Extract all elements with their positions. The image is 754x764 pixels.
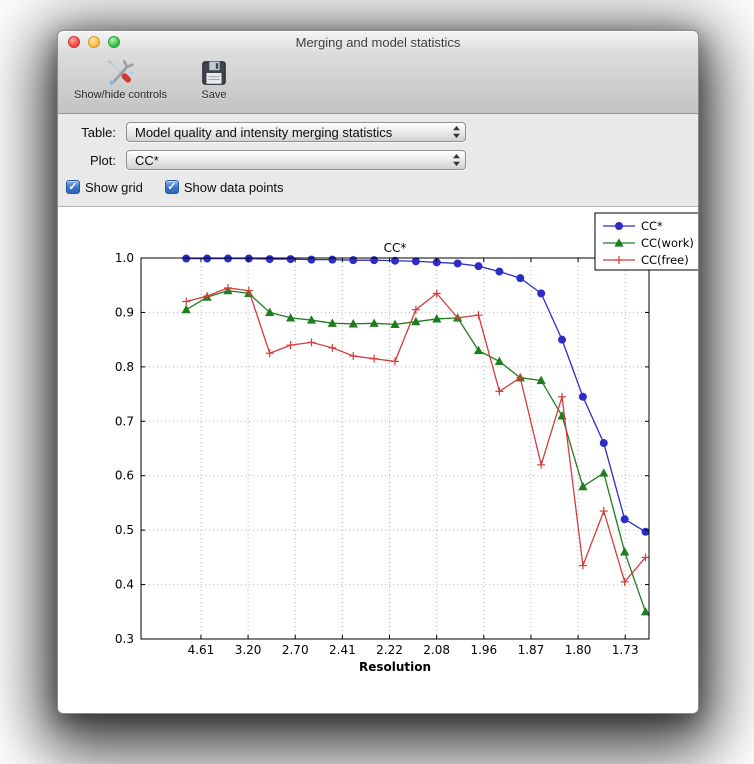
zoom-button[interactable] [108,36,120,48]
plot-select-value: CC* [135,152,159,168]
svg-text:0.3: 0.3 [115,632,134,646]
table-select[interactable]: Model quality and intensity merging stat… [126,122,466,142]
show-data-points-checkbox[interactable]: ✓ Show data points [164,179,284,195]
plot-row: Plot: CC* [58,150,698,170]
toolbar-item-label: Save [201,89,227,101]
controls-panel: Table: Model quality and intensity mergi… [58,114,698,207]
popup-arrows-icon [453,154,460,166]
svg-text:0.5: 0.5 [115,523,134,537]
plot-area: 4.61 3.20 2.70 2.41 2.22 2.08 1.96 1.87 1.80 1.73… [58,207,698,713]
svg-text:0.6: 0.6 [115,469,134,483]
show-hide-controls-button[interactable]: Show/hide controls [66,56,175,103]
toolbar: Show/hide controls Save [58,53,698,114]
table-label: Table: [81,124,116,140]
traffic-lights [68,36,120,48]
popup-arrows-icon [453,126,460,138]
svg-text:4.61: 4.61 [188,643,215,657]
save-icon [202,61,226,85]
plot-label: Plot: [89,152,116,168]
svg-text:0.9: 0.9 [115,305,134,319]
svg-text:0.4: 0.4 [115,578,134,592]
svg-text:2.70: 2.70 [282,643,309,657]
toolbar-item-label: Show/hide controls [74,89,167,101]
svg-text:1.87: 1.87 [518,643,545,657]
svg-text:CC*: CC* [641,219,663,233]
svg-text:CC(free): CC(free) [641,253,689,267]
svg-text:2.08: 2.08 [423,643,450,657]
show-grid-label: Show grid [85,179,143,195]
svg-text:CC*: CC* [384,241,407,255]
svg-text:0.8: 0.8 [115,360,134,374]
tools-icon [108,59,135,86]
svg-text:1.80: 1.80 [565,643,592,657]
svg-text:CC(work): CC(work) [641,236,694,250]
checkbox-row: ✓ Show grid ✓ Show data points [58,178,698,196]
svg-text:Resolution: Resolution [359,660,431,674]
checkbox-check-icon: ✓ [164,180,179,194]
app-window: Merging and model statistics Show/hide c… [57,30,699,714]
window-title: Merging and model statistics [295,34,461,50]
show-grid-checkbox[interactable]: ✓ Show grid [66,180,143,195]
svg-text:1.0: 1.0 [115,251,134,265]
table-select-value: Model quality and intensity merging stat… [135,124,393,140]
save-button[interactable]: Save [191,56,237,103]
show-data-points-label: Show data points [183,179,284,195]
svg-text:1.96: 1.96 [470,643,497,657]
plot-select[interactable]: CC* [126,150,466,170]
titlebar[interactable]: Merging and model statistics [58,31,698,53]
svg-text:1.73: 1.73 [612,643,639,657]
chart: 4.61 3.20 2.70 2.41 2.22 2.08 1.96 1.87 1.80 1.73… [115,212,698,674]
minimize-button[interactable] [88,36,100,48]
table-row: Table: Model quality and intensity mergi… [58,122,698,142]
svg-text:0.7: 0.7 [115,414,134,428]
close-button[interactable] [68,36,80,48]
svg-text:2.41: 2.41 [329,643,356,657]
svg-text:3.20: 3.20 [235,643,262,657]
checkbox-check-icon: ✓ [66,180,80,194]
svg-text:2.22: 2.22 [376,643,403,657]
